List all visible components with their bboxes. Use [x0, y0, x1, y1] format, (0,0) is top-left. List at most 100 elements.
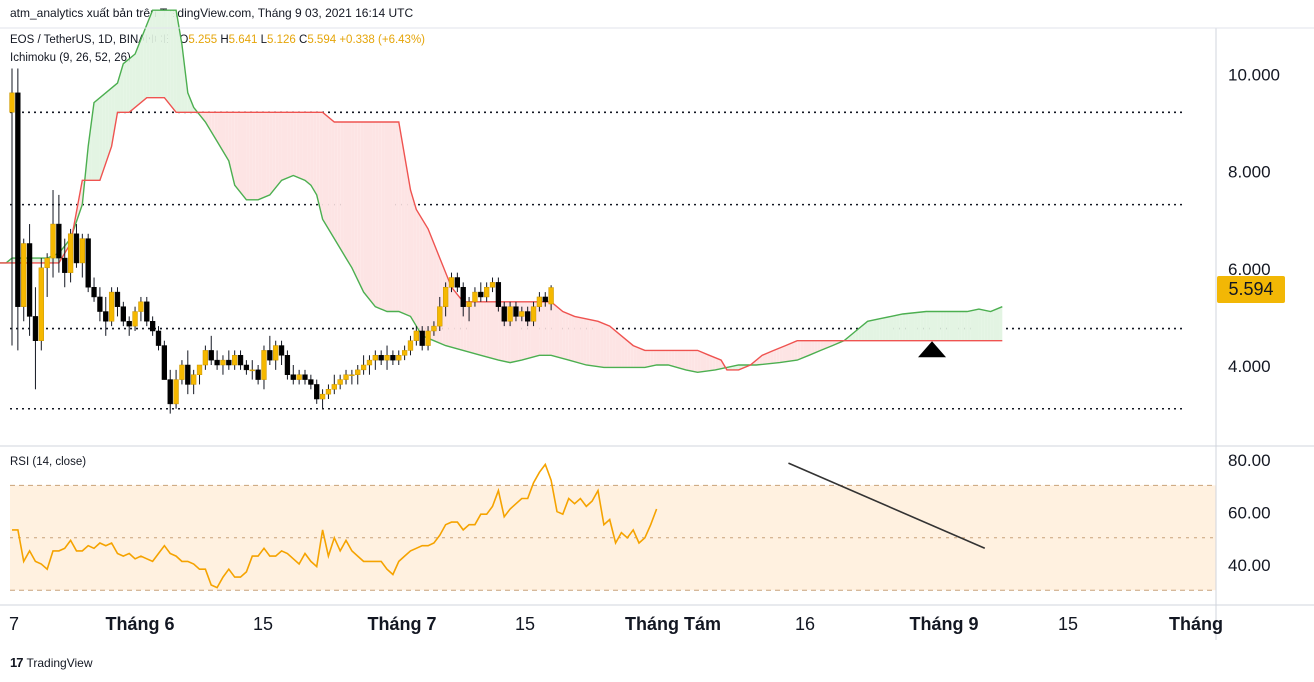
- candle-body[interactable]: [179, 364, 185, 380]
- candle-body[interactable]: [337, 379, 343, 385]
- candle-body[interactable]: [261, 350, 267, 380]
- candle-body[interactable]: [302, 374, 308, 380]
- candle-body[interactable]: [407, 340, 414, 351]
- candle-body[interactable]: [355, 369, 361, 375]
- candle-body[interactable]: [103, 311, 109, 322]
- candle-body[interactable]: [501, 306, 507, 322]
- candle-body[interactable]: [249, 369, 255, 372]
- candle-body[interactable]: [413, 330, 419, 341]
- candle-body[interactable]: [349, 374, 355, 376]
- candle-body[interactable]: [149, 321, 156, 332]
- candle-body[interactable]: [390, 355, 396, 361]
- candle-body[interactable]: [91, 286, 97, 298]
- candle-body[interactable]: [519, 311, 525, 317]
- candle-body[interactable]: [15, 92, 21, 307]
- candle-body[interactable]: [26, 243, 33, 317]
- candle-body[interactable]: [191, 374, 197, 385]
- candle-body[interactable]: [507, 306, 513, 322]
- tradingview-logo[interactable]: 17 TradingView: [10, 655, 93, 670]
- rsi-trendline[interactable]: [788, 462, 986, 550]
- candle-body[interactable]: [484, 286, 490, 298]
- candle-body[interactable]: [360, 364, 367, 371]
- candle-body[interactable]: [144, 301, 150, 322]
- candle-body[interactable]: [32, 316, 39, 341]
- candle-body[interactable]: [237, 355, 244, 366]
- candle-body[interactable]: [73, 233, 80, 264]
- candle-body[interactable]: [173, 379, 179, 405]
- candle-body[interactable]: [495, 282, 502, 307]
- candle-body[interactable]: [196, 364, 203, 375]
- ichimoku-legend[interactable]: Ichimoku (9, 26, 52, 26): [10, 52, 131, 64]
- candle-body[interactable]: [79, 238, 85, 264]
- candle-body[interactable]: [372, 355, 378, 361]
- candle-body[interactable]: [167, 379, 173, 405]
- candle-body[interactable]: [437, 306, 443, 327]
- candle-body[interactable]: [548, 287, 554, 305]
- candle-body[interactable]: [138, 301, 144, 312]
- candle-body[interactable]: [308, 379, 314, 385]
- candle-body[interactable]: [208, 350, 214, 361]
- candle-body[interactable]: [278, 345, 285, 356]
- candle-body[interactable]: [67, 233, 74, 273]
- candle-body[interactable]: [62, 257, 68, 273]
- candle-body[interactable]: [425, 330, 431, 346]
- candle-body[interactable]: [431, 325, 437, 332]
- candle-body[interactable]: [56, 223, 62, 259]
- candle-body[interactable]: [232, 355, 238, 366]
- candle-body[interactable]: [132, 311, 138, 327]
- candle-body[interactable]: [378, 355, 384, 361]
- candle-body[interactable]: [273, 345, 279, 361]
- candle-body[interactable]: [296, 374, 302, 380]
- candle-body[interactable]: [448, 277, 455, 288]
- triangle-up-marker[interactable]: [918, 341, 947, 358]
- ichimoku-leading-span-b[interactable]: [0, 97, 1003, 371]
- candle-body[interactable]: [325, 389, 332, 395]
- candle-body[interactable]: [366, 359, 373, 366]
- candle-body[interactable]: [314, 384, 320, 400]
- candle-body[interactable]: [343, 374, 349, 380]
- candle-body[interactable]: [384, 355, 390, 361]
- candle-body[interactable]: [442, 286, 449, 307]
- candle-body[interactable]: [44, 257, 50, 269]
- candle-body[interactable]: [50, 223, 56, 259]
- candle-body[interactable]: [530, 306, 537, 322]
- candle-body[interactable]: [21, 243, 27, 307]
- candle-body[interactable]: [267, 350, 273, 361]
- candle-body[interactable]: [525, 311, 531, 322]
- candle-body[interactable]: [478, 291, 484, 298]
- candle-body[interactable]: [396, 355, 402, 361]
- candle-body[interactable]: [243, 364, 250, 371]
- candle-body[interactable]: [284, 355, 291, 375]
- rsi-line[interactable]: [12, 462, 658, 589]
- candle-body[interactable]: [419, 330, 425, 346]
- candle-body[interactable]: [466, 301, 472, 307]
- candle-body[interactable]: [155, 330, 162, 346]
- candle-body[interactable]: [454, 277, 461, 288]
- candle-body[interactable]: [536, 296, 543, 307]
- rsi-legend[interactable]: RSI (14, close): [10, 456, 87, 468]
- candle-body[interactable]: [120, 306, 126, 322]
- candle-body[interactable]: [460, 286, 466, 307]
- candle-body[interactable]: [38, 267, 44, 341]
- candle-body[interactable]: [290, 374, 296, 380]
- candle-body[interactable]: [401, 350, 408, 356]
- candle-body[interactable]: [114, 291, 121, 307]
- candle-body[interactable]: [202, 350, 209, 366]
- ichimoku-leading-span-a[interactable]: [0, 9, 1003, 374]
- candle-body[interactable]: [9, 92, 15, 113]
- candle-body[interactable]: [319, 393, 326, 400]
- candle-body[interactable]: [226, 359, 232, 366]
- candle-body[interactable]: [220, 359, 226, 366]
- candle-body[interactable]: [126, 321, 132, 327]
- candle-body[interactable]: [489, 282, 496, 288]
- candle-body[interactable]: [108, 291, 115, 322]
- candle-body[interactable]: [255, 369, 261, 380]
- candle-body[interactable]: [513, 306, 519, 317]
- candle-body[interactable]: [97, 296, 103, 312]
- candle-body[interactable]: [161, 345, 168, 380]
- candle-body[interactable]: [542, 296, 548, 303]
- candle-body[interactable]: [331, 384, 337, 390]
- symbol-label[interactable]: EOS / TetherUS, 1D, BINANCE: [10, 34, 171, 46]
- candle-body[interactable]: [85, 238, 91, 288]
